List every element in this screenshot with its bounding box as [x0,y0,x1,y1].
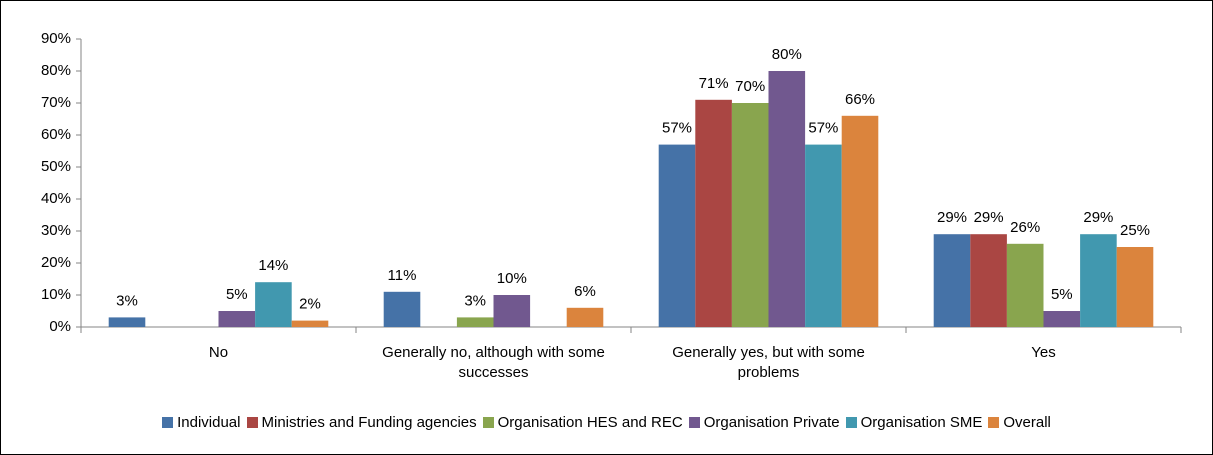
data-label: 29% [974,209,1004,226]
bar [108,317,146,327]
legend-swatch [845,417,857,428]
y-tick-label: 0% [49,318,71,335]
y-tick-label: 30% [41,222,71,239]
x-tick-label: Generally no, although with some success… [382,344,605,381]
bar [566,307,604,327]
data-label: 57% [808,120,838,137]
legend-label: Organisation HES and REC [497,414,683,431]
bar [255,282,292,327]
data-label: 70% [735,78,765,95]
legend-item: Overall [988,414,1051,431]
legend: Individual Ministries and Funding agencie… [1,414,1212,431]
legend-swatch [688,417,700,428]
data-label: 25% [1120,222,1150,239]
x-tick-label: Yes [1031,344,1056,361]
y-tick-label: 90% [41,30,71,47]
bar [383,291,421,327]
bar [841,115,879,327]
data-label: 71% [699,75,729,92]
bar [695,99,732,327]
bar [291,320,329,327]
bar [1043,311,1081,327]
data-label: 80% [772,46,802,63]
legend-label: Organisation Private [703,414,840,431]
bar [1080,234,1117,327]
bar [658,144,696,327]
x-tick-label: Generally yes, but with some problems [672,344,865,381]
legend-label: Organisation SME [860,414,983,431]
legend-swatch [988,417,1000,428]
legend-item: Organisation SME [845,414,983,431]
legend-item: Organisation HES and REC [482,414,683,431]
data-label: 29% [937,209,967,226]
data-label: 5% [226,286,248,303]
legend-item: Ministries and Funding agencies [246,414,477,431]
legend-swatch [246,417,258,428]
y-tick-label: 60% [41,126,71,143]
y-tick-label: 80% [41,62,71,79]
bar [1116,247,1154,327]
data-label: 2% [299,296,321,313]
legend-swatch [162,417,174,428]
bar [1006,243,1044,327]
bar [731,103,769,327]
x-tick-label: No [208,344,229,361]
legend-label: Overall [1003,414,1051,431]
data-label: 3% [116,292,138,309]
legend-label: Ministries and Funding agencies [261,414,477,431]
data-label: 29% [1083,209,1113,226]
bar [493,295,531,327]
bar [933,234,971,327]
data-label: 26% [1010,219,1040,236]
y-tick-label: 20% [41,254,71,271]
legend-swatch [482,417,494,428]
data-label: 11% [388,267,417,284]
bar [805,144,842,327]
data-label: 66% [845,91,875,108]
data-label: 14% [258,257,288,274]
data-label: 6% [574,283,596,300]
y-tick-label: 70% [41,94,71,111]
data-label: 10% [497,270,527,287]
bar [218,311,256,327]
y-tick-label: 50% [41,158,71,175]
legend-item: Individual [162,414,241,431]
bar [970,234,1007,327]
y-tick-label: 40% [41,190,71,207]
data-label: 57% [662,120,692,137]
data-label: 5% [1051,286,1073,303]
bar [768,71,806,327]
bar [456,317,494,327]
data-label: 3% [464,292,486,309]
legend-item: Organisation Private [688,414,840,431]
y-tick-label: 10% [41,286,71,303]
legend-label: Individual [177,414,241,431]
